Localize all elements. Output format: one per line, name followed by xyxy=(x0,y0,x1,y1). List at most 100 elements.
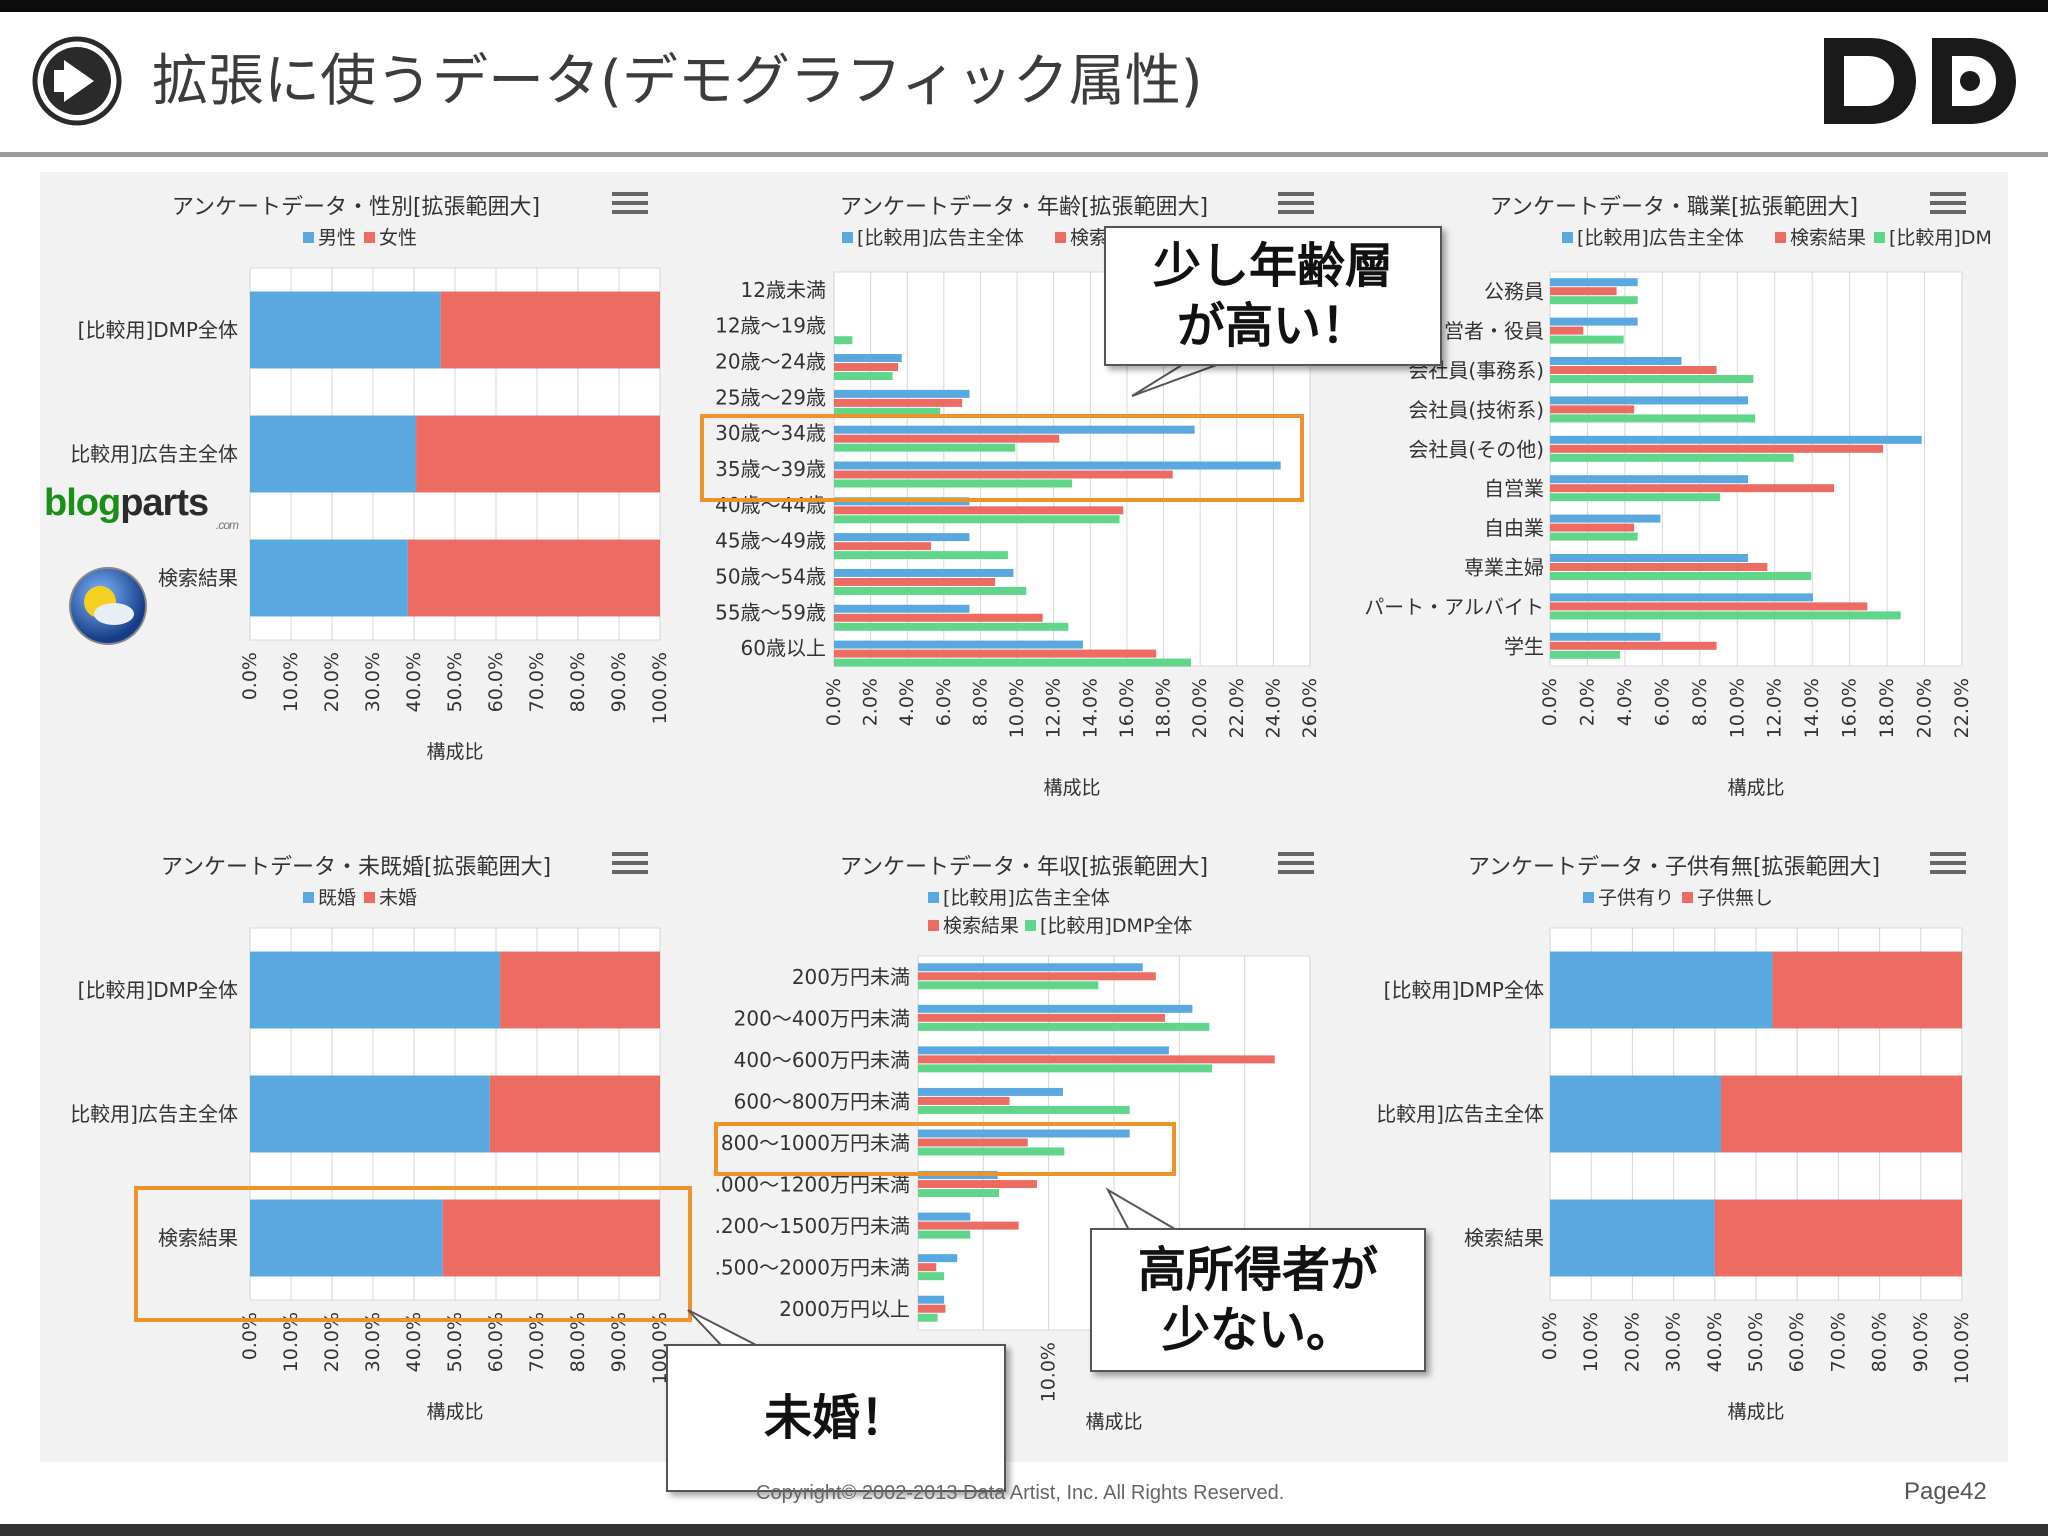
income-bar xyxy=(918,1313,938,1322)
age-tick-label: 26.0% xyxy=(1299,678,1321,738)
age-xlabel: 構成比 xyxy=(1043,777,1100,799)
income-bar xyxy=(918,972,1156,981)
occupation-xlabel: 構成比 xyxy=(1727,777,1784,799)
occupation-category-label: パート・アルバイト xyxy=(1364,595,1544,619)
marital-legend-label: 未婚 xyxy=(379,887,417,909)
age-bar xyxy=(834,506,1124,515)
age-tick-label: 2.0% xyxy=(860,678,882,726)
income-menu-icon-line xyxy=(1278,861,1314,865)
income-bar xyxy=(918,1004,1193,1013)
arrow-icon xyxy=(32,36,122,126)
occupation-tick-label: 20.0% xyxy=(1914,678,1936,738)
income-category-label: .200～1500万円未満 xyxy=(715,1214,910,1238)
occupation-category-label: 自営業 xyxy=(1484,477,1544,501)
income-bar xyxy=(918,1013,1165,1022)
marital-category-label: 比較用]広告主全体 xyxy=(70,1102,238,1126)
occupation-bar xyxy=(1550,523,1635,532)
age-tick-label: 8.0% xyxy=(969,678,991,726)
occupation-tick-label: 0.0% xyxy=(1539,678,1561,726)
bottom-bar xyxy=(0,1524,2048,1536)
occupation-category-label: 公務員 xyxy=(1484,280,1544,304)
income-bar xyxy=(918,1105,1130,1114)
gender-bar xyxy=(250,415,417,493)
age-bar xyxy=(834,586,1027,595)
marital-tick-label: 40.0% xyxy=(403,1312,425,1372)
marital-bar xyxy=(250,1075,490,1153)
children-legend-label: 子供有り xyxy=(1598,887,1674,909)
gender-tick-label: 90.0% xyxy=(608,652,630,712)
age-tick-label: 4.0% xyxy=(896,678,918,726)
income-menu-icon-line xyxy=(1278,852,1314,856)
children-bar xyxy=(1550,1199,1715,1277)
age-category-label: 45歳～49歳 xyxy=(715,529,826,553)
children-tick-label: 30.0% xyxy=(1663,1312,1685,1372)
income-category-label: 2000万円以上 xyxy=(779,1297,910,1321)
occupation-menu-icon xyxy=(1930,192,1966,214)
age-tick-label: 20.0% xyxy=(1189,678,1211,738)
occupation-bar xyxy=(1550,335,1624,344)
income-bar xyxy=(918,1055,1275,1064)
occupation-legend-swatch xyxy=(1775,232,1786,243)
gender-tick-label: 50.0% xyxy=(444,652,466,712)
age-bar xyxy=(834,407,941,416)
dp-logo xyxy=(1824,38,2016,124)
blogparts-logo-a: blog xyxy=(44,482,121,524)
income-category-label: .000～1200万円未満 xyxy=(715,1173,910,1197)
age-menu-icon xyxy=(1278,192,1314,214)
income-bar xyxy=(918,981,1099,990)
occupation-bar xyxy=(1550,357,1682,365)
gender-legend-label: 男性 xyxy=(318,227,356,249)
children-legend-swatch xyxy=(1583,892,1594,903)
marital-legend-swatch xyxy=(303,892,314,903)
chart-marital: アンケートデータ・未既婚[拡張範囲大] 既婚 未婚 0.0% 10.0% 20.0% 30.… xyxy=(70,852,671,1423)
age-category-label: 12歳～19歳 xyxy=(715,314,826,338)
gender-tick-label: 30.0% xyxy=(362,652,384,712)
occupation-bar xyxy=(1550,435,1922,444)
children-menu-icon-line xyxy=(1930,861,1966,865)
gender-bar xyxy=(407,539,660,617)
marital-tick-label: 0.0% xyxy=(239,1312,261,1360)
occupation-bar xyxy=(1550,650,1621,659)
marital-tick-label: 50.0% xyxy=(444,1312,466,1372)
occupation-menu-icon-line xyxy=(1930,210,1966,214)
children-tick-label: 10.0% xyxy=(1580,1312,1602,1372)
marital-highlight-box xyxy=(134,1186,692,1322)
gender-menu-icon-line xyxy=(612,192,648,196)
gender-category-label: [比較用]DMP全体 xyxy=(78,318,238,342)
marital-tick-label: 80.0% xyxy=(567,1312,589,1372)
occupation-category-label: 会社員(技術系) xyxy=(1408,398,1544,422)
age-menu-icon-line xyxy=(1278,201,1314,205)
blogparts-logo: blogparts .com xyxy=(44,482,239,532)
gender-menu-icon xyxy=(612,192,648,214)
top-bar xyxy=(0,0,2048,12)
income-category-label: 200万円未満 xyxy=(792,965,910,989)
occupation-bar xyxy=(1550,493,1721,502)
marital-tick-label: 30.0% xyxy=(362,1312,384,1372)
marital-bar xyxy=(489,1075,660,1153)
gender-bar xyxy=(416,415,660,493)
children-legend-swatch xyxy=(1682,892,1693,903)
gender-tick-label: 20.0% xyxy=(321,652,343,712)
marital-tick-label: 60.0% xyxy=(485,1312,507,1372)
age-bar xyxy=(834,515,1120,524)
children-legend-label: 子供無し xyxy=(1697,887,1773,909)
marital-tick-label: 90.0% xyxy=(608,1312,630,1372)
gender-menu-icon-line xyxy=(612,201,648,205)
age-tick-label: 12.0% xyxy=(1043,678,1065,738)
occupation-bar xyxy=(1550,296,1638,305)
occupation-category-label: 会社員(その他) xyxy=(1408,437,1544,461)
age-bar xyxy=(834,533,970,542)
income-bar xyxy=(918,1230,971,1239)
marital-category-label: 検索結果 xyxy=(158,1226,238,1250)
income-bar xyxy=(918,1189,1000,1198)
occupation-category-label: 営者・役員 xyxy=(1444,319,1544,343)
age-category-label: 60歳以上 xyxy=(741,636,826,660)
income-highlight-box xyxy=(714,1122,1176,1176)
occupation-tick-label: 6.0% xyxy=(1651,678,1673,726)
children-menu-icon-line xyxy=(1930,852,1966,856)
occupation-category-label: 学生 xyxy=(1504,634,1544,658)
occupation-bar xyxy=(1550,484,1835,493)
age-bar xyxy=(834,604,970,613)
